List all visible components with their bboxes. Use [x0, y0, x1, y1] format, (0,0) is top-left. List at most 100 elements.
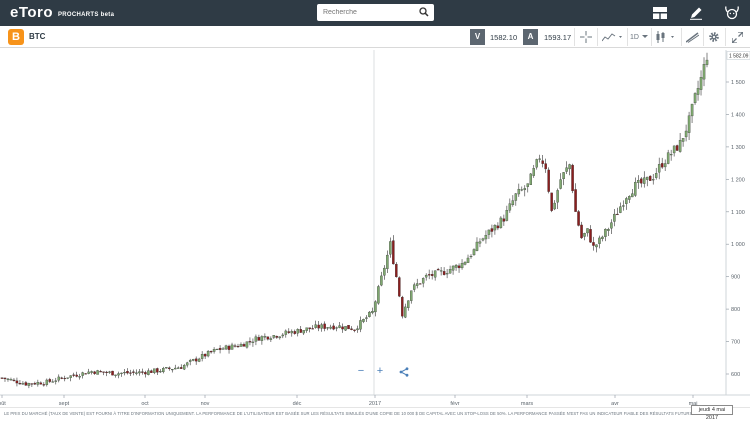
candle	[702, 64, 706, 80]
candle	[571, 164, 574, 192]
candle	[705, 59, 709, 65]
candle	[63, 377, 66, 380]
candle	[657, 164, 661, 173]
candle	[547, 169, 550, 192]
candle	[171, 369, 174, 371]
candle	[123, 372, 126, 374]
search-icon[interactable]	[419, 7, 429, 17]
candle	[678, 140, 682, 152]
candle	[15, 380, 19, 384]
candle	[353, 329, 356, 331]
candle	[138, 371, 141, 374]
candle	[565, 167, 568, 172]
candle	[622, 205, 625, 207]
candle	[147, 370, 150, 375]
candle	[418, 283, 422, 285]
bull-bear-icon[interactable]	[714, 0, 750, 26]
candle	[51, 381, 55, 383]
y-tick-label: 1 400	[731, 112, 745, 118]
candle	[663, 163, 667, 168]
candle	[350, 328, 353, 330]
search-input[interactable]	[317, 5, 417, 20]
candle	[693, 93, 697, 104]
y-tick-label: 700	[731, 340, 740, 346]
crosshair-icon[interactable]	[578, 29, 594, 45]
buy-price: 1593.17	[544, 33, 572, 42]
candle	[433, 270, 437, 278]
candle	[60, 377, 63, 379]
candle	[230, 344, 234, 350]
draw-tools-icon[interactable]	[684, 29, 700, 45]
candle	[386, 254, 389, 269]
candle	[287, 331, 291, 333]
candle	[520, 189, 524, 191]
candle	[359, 320, 362, 330]
candle	[484, 235, 488, 240]
fullscreen-icon[interactable]	[729, 29, 745, 45]
candle	[93, 371, 96, 374]
buy-button[interactable]: A	[523, 29, 538, 45]
candle	[248, 341, 252, 343]
candle	[556, 190, 559, 203]
candle	[634, 181, 637, 196]
candle	[646, 176, 649, 180]
candle	[544, 163, 547, 170]
zoom-in-button[interactable]: +	[376, 365, 384, 377]
candle	[421, 278, 425, 284]
candle	[117, 373, 120, 376]
candle	[251, 341, 255, 343]
search-box[interactable]	[317, 4, 434, 21]
candle	[469, 255, 473, 258]
candle	[631, 193, 634, 198]
candle	[75, 374, 78, 377]
candle	[490, 228, 494, 232]
candle	[466, 257, 470, 263]
candle	[129, 372, 132, 374]
layout-icon[interactable]	[642, 0, 678, 26]
x-tick-label: avr	[611, 401, 619, 407]
candle	[260, 336, 264, 341]
candle	[687, 115, 691, 133]
candle	[535, 159, 538, 168]
candle	[135, 372, 138, 374]
sell-price: 1582.10	[490, 33, 518, 42]
chart-type-icon[interactable]	[655, 29, 679, 45]
candle	[589, 229, 592, 243]
candle	[197, 358, 201, 362]
candle	[212, 349, 216, 352]
candle	[442, 271, 446, 275]
candle	[580, 224, 583, 239]
candle	[239, 344, 243, 347]
pencil-icon[interactable]	[678, 0, 714, 26]
gear-icon[interactable]	[706, 29, 722, 45]
sell-button[interactable]: V	[470, 29, 485, 45]
candle	[168, 367, 171, 370]
share-icon[interactable]	[395, 365, 413, 379]
crosshair-date-label: jeudi 4 mai 2017	[691, 405, 733, 421]
candle	[245, 341, 249, 348]
candle	[126, 371, 129, 374]
candle	[499, 217, 503, 228]
candlestick-chart[interactable]: 600 700 800 900 1 000 1 100 1 200 1 300 1 400 1 5…	[0, 48, 750, 408]
candle	[654, 173, 658, 178]
indicators-icon[interactable]	[601, 29, 625, 45]
candle	[460, 263, 464, 269]
candle	[368, 311, 371, 317]
zoom-out-button[interactable]: −	[357, 365, 365, 377]
candle	[153, 368, 156, 373]
candle	[439, 270, 443, 272]
candle	[610, 222, 613, 229]
candle	[637, 179, 640, 183]
x-tick-label: nov	[201, 401, 210, 407]
period-dropdown[interactable]: 1D	[630, 29, 648, 45]
candle	[120, 372, 123, 374]
candle	[562, 172, 565, 180]
candle	[42, 384, 46, 386]
etoro-logo[interactable]: eToro	[10, 4, 54, 21]
candle	[176, 367, 180, 369]
candle	[257, 337, 261, 341]
candle	[179, 367, 183, 369]
candle	[227, 345, 231, 350]
candle	[445, 273, 449, 275]
candle	[105, 371, 108, 374]
